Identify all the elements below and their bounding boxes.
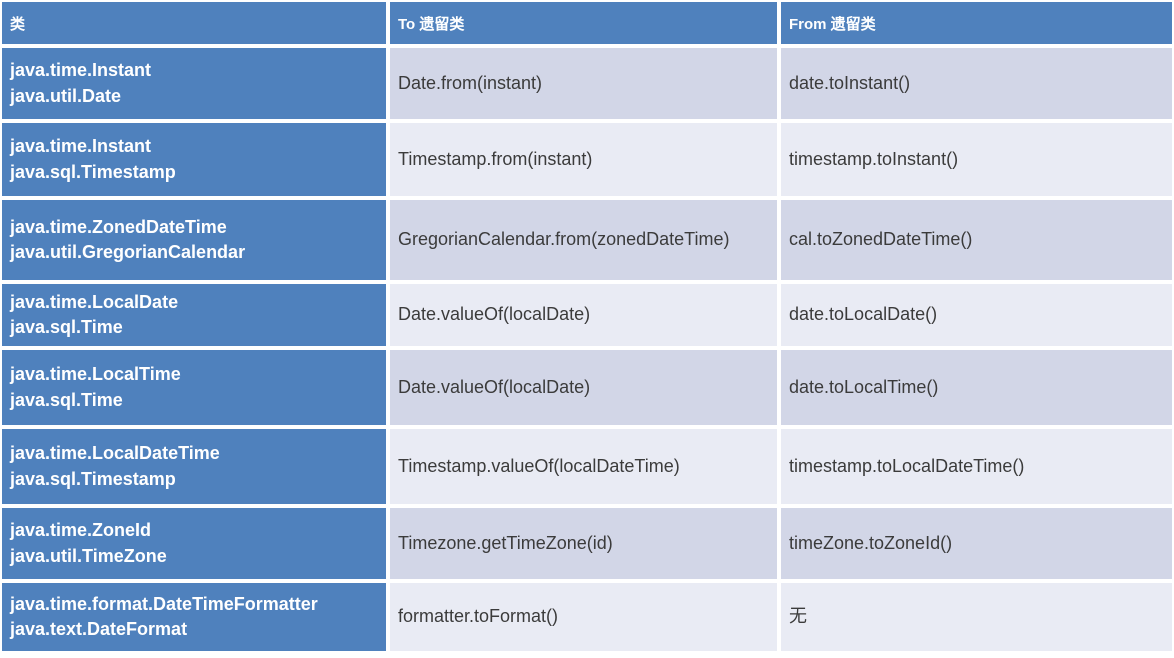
to-legacy-cell: Timestamp.valueOf(localDateTime) (390, 429, 777, 504)
class-cell: java.time.LocalDate java.sql.Time (2, 284, 386, 346)
class-line: java.time.ZonedDateTime (10, 216, 227, 237)
from-legacy-cell: timestamp.toInstant() (781, 123, 1172, 196)
class-line: java.sql.Time (10, 317, 123, 337)
class-cell: java.time.Instant java.util.Date (2, 48, 386, 119)
class-line: java.time.ZoneId (10, 520, 152, 541)
class-line: java.text.DateFormat (10, 619, 188, 639)
class-line: java.time.Instant (10, 60, 152, 81)
class-cell: java.time.LocalDateTime java.sql.Timestam… (2, 429, 386, 504)
class-line: java.sql.Timestamp (10, 468, 176, 489)
from-legacy-cell: 无 (781, 583, 1172, 651)
header-cell-from-legacy: From 遗留类 (781, 2, 1172, 44)
to-legacy-cell: formatter.toFormat() (390, 583, 777, 651)
class-line: java.time.format.DateTimeFormatter (10, 593, 318, 614)
from-legacy-cell: timeZone.toZoneId() (781, 508, 1172, 579)
class-line: java.time.LocalDate (10, 291, 179, 312)
from-legacy-cell: timestamp.toLocalDateTime() (781, 429, 1172, 504)
class-cell: java.time.ZonedDateTime java.util.Gregori… (2, 200, 386, 280)
class-cell: java.time.format.DateTimeFormatter java.t… (2, 583, 386, 651)
from-legacy-cell: date.toLocalTime() (781, 350, 1172, 425)
class-cell: java.time.LocalTime java.sql.Time (2, 350, 386, 425)
to-legacy-cell: GregorianCalendar.from(zonedDateTime) (390, 200, 777, 280)
class-line: java.time.Instant (10, 136, 152, 157)
to-legacy-cell: Date.valueOf(localDate) (390, 284, 777, 346)
from-legacy-cell: date.toLocalDate() (781, 284, 1172, 346)
class-line: java.sql.Timestamp (10, 161, 176, 182)
header-cell-to-legacy: To 遗留类 (390, 2, 777, 44)
class-line: java.time.LocalTime (10, 364, 181, 385)
class-line: java.util.GregorianCalendar (10, 242, 246, 262)
class-line: java.sql.Time (10, 389, 123, 410)
from-legacy-cell: cal.toZonedDateTime() (781, 200, 1172, 280)
class-line: java.util.TimeZone (10, 545, 167, 566)
class-line: java.util.Date (10, 85, 122, 106)
class-cell: java.time.Instant java.sql.Timestamp (2, 123, 386, 196)
from-legacy-cell: date.toInstant() (781, 48, 1172, 119)
header-cell-class: 类 (2, 2, 386, 44)
to-legacy-cell: Date.from(instant) (390, 48, 777, 119)
class-line: java.time.LocalDateTime (10, 443, 220, 464)
to-legacy-cell: Timezone.getTimeZone(id) (390, 508, 777, 579)
to-legacy-cell: Timestamp.from(instant) (390, 123, 777, 196)
to-legacy-cell: Date.valueOf(localDate) (390, 350, 777, 425)
class-cell: java.time.ZoneId java.util.TimeZone (2, 508, 386, 579)
